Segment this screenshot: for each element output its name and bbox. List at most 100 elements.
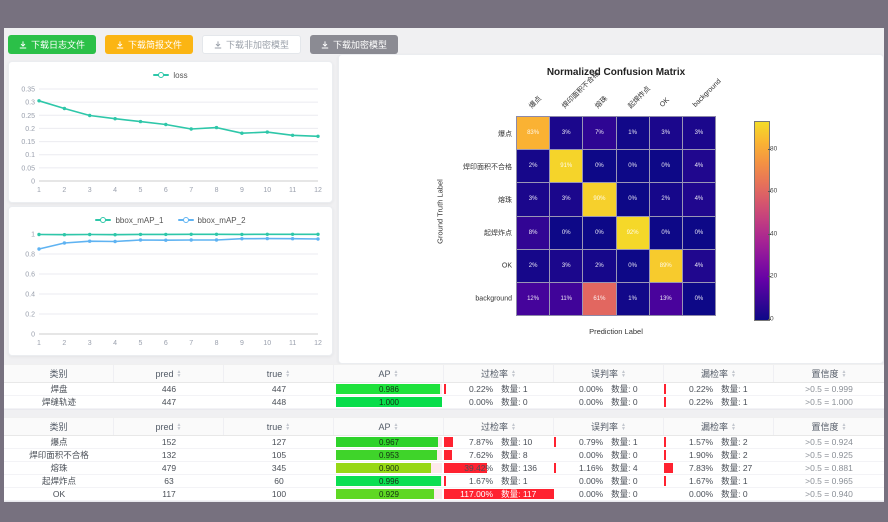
download-plain-model-button[interactable]: 下载非加密模型 <box>202 35 302 54</box>
svg-text:7: 7 <box>189 187 193 194</box>
column-header-误判率[interactable]: 误判率 ▲ ▼ <box>554 365 664 382</box>
svg-text:0.2: 0.2 <box>25 312 35 319</box>
matrix-cell: 2% <box>517 150 550 183</box>
button-label: 下载非加密模型 <box>226 40 290 50</box>
column-header-漏检率[interactable]: 漏检率 ▲ ▼ <box>664 418 774 435</box>
rate-bar <box>664 384 666 394</box>
sort-icon[interactable]: ▲ ▼ <box>841 368 847 379</box>
table-row: 焊缝轨迹 447 448 1.000 0.00% 数量: 0 0.00% 数量:… <box>4 396 884 409</box>
svg-text:0.4: 0.4 <box>25 292 35 299</box>
rate-percent: 0.22% <box>689 397 714 407</box>
confidence-cell: >0.5 = 0.924 <box>774 436 884 449</box>
sort-icon[interactable]: ▲ ▼ <box>176 368 182 379</box>
ap-cell: 1.000 <box>334 396 444 409</box>
rate-cell: 0.00% 数量: 0 <box>554 449 664 462</box>
legend-item-bbox_mAP_1[interactable]: bbox_mAP_1 <box>95 213 164 227</box>
true-cell: 447 <box>224 383 334 396</box>
rate-count: 数量: 0 <box>721 489 748 499</box>
matrix-row-label: 爆点 <box>498 130 512 138</box>
matrix-cell: 4% <box>682 249 715 282</box>
column-header-pred[interactable]: pred ▲ ▼ <box>114 418 224 435</box>
class-name-cell: 起焊炸点 <box>4 475 114 488</box>
sort-icon[interactable]: ▲ ▼ <box>176 421 182 432</box>
svg-text:1: 1 <box>31 232 35 239</box>
class-name-cell: 熔珠 <box>4 462 114 475</box>
rate-cell: 0.22% 数量: 1 <box>444 383 554 396</box>
ap-bar <box>336 384 441 394</box>
rate-count: 数量: 117 <box>501 489 537 499</box>
matrix-cell: 0% <box>583 216 616 249</box>
download-encrypted-model-button[interactable]: 下载加密模型 <box>310 35 399 54</box>
confidence-value: >0.5 = 0.965 <box>805 476 853 486</box>
column-header-AP[interactable]: AP ▲ ▼ <box>334 365 444 382</box>
legend-item-bbox_mAP_2[interactable]: bbox_mAP_2 <box>177 213 246 227</box>
ap-bar-track: 1.000 <box>336 397 442 407</box>
ap-bar <box>336 397 442 407</box>
rate-cell: 7.83% 数量: 27 <box>664 462 774 475</box>
column-header-AP[interactable]: AP ▲ ▼ <box>334 418 444 435</box>
column-header-label: pred <box>155 421 174 432</box>
column-header-误判率[interactable]: 误判率 ▲ ▼ <box>554 418 664 435</box>
column-header-label: 误判率 <box>591 422 619 432</box>
colorbar-tick-label: 80 <box>770 145 778 153</box>
rate-count: 数量: 1 <box>611 437 638 447</box>
sort-icon[interactable]: ▲ ▼ <box>731 368 736 379</box>
sort-icon[interactable]: ▲ ▼ <box>621 421 626 432</box>
rate-count: 数量: 0 <box>611 397 638 407</box>
sort-icon[interactable]: ▲ ▼ <box>731 421 736 432</box>
column-header-置信度[interactable]: 置信度 ▲ ▼ <box>774 418 884 435</box>
rate-cell: 0.22% 数量: 1 <box>664 396 774 409</box>
confidence-value: >0.5 = 0.881 <box>805 463 853 473</box>
sort-icon[interactable]: ▲ ▼ <box>511 421 516 432</box>
sort-icon[interactable]: ▲ ▼ <box>621 368 626 379</box>
pred-cell: 63 <box>114 475 224 488</box>
ap-bar-track: 0.996 <box>336 476 442 486</box>
table-row: 焊盘 446 447 0.986 0.22% 数量: 1 0.00% 数量: 0… <box>4 383 884 396</box>
column-header-true[interactable]: true ▲ ▼ <box>224 418 334 435</box>
matrix-cell: 0% <box>682 282 715 315</box>
sort-icon[interactable]: ▲ ▼ <box>393 368 399 379</box>
pred-cell: 152 <box>114 436 224 449</box>
rate-bar <box>664 450 667 460</box>
column-header-漏检率[interactable]: 漏检率 ▲ ▼ <box>664 365 774 382</box>
toolbar: 下载日志文件 下载简报文件 下载非加密模型 下载加密模型 <box>8 35 399 54</box>
column-header-pred[interactable]: pred ▲ ▼ <box>114 365 224 382</box>
legend-item-loss[interactable]: loss <box>153 68 188 82</box>
sort-icon[interactable]: ▲ ▼ <box>285 421 291 432</box>
svg-text:12: 12 <box>314 340 322 347</box>
matrix-cell: 92% <box>616 216 649 249</box>
column-header-true[interactable]: true ▲ ▼ <box>224 365 334 382</box>
loss-chart-card: loss 0 0.05 0.1 0.15 0.2 0.25 0.3 0.35 1 2 3 4 5 6 7 8 9… <box>8 61 333 203</box>
series-marker-icon <box>95 217 112 223</box>
rate-cell: 1.90% 数量: 2 <box>664 449 774 462</box>
rate-cell: 0.00% 数量: 0 <box>444 396 554 409</box>
download-report-button[interactable]: 下载简报文件 <box>105 35 194 54</box>
column-header-过检率[interactable]: 过检率 ▲ ▼ <box>444 418 554 435</box>
class-name-cell: OK <box>4 488 114 501</box>
table-row: 焊印面积不合格 132 105 0.953 7.62% 数量: 8 0.00% … <box>4 449 884 462</box>
matrix-cell: 0% <box>649 150 682 183</box>
pred-cell: 132 <box>114 449 224 462</box>
rate-count: 数量: 0 <box>611 489 638 499</box>
download-log-button[interactable]: 下载日志文件 <box>8 35 97 54</box>
true-cell: 127 <box>224 436 334 449</box>
svg-text:0: 0 <box>31 179 35 186</box>
column-header-置信度[interactable]: 置信度 ▲ ▼ <box>774 365 884 382</box>
button-label: 下载加密模型 <box>333 40 388 50</box>
sort-icon[interactable]: ▲ ▼ <box>285 368 291 379</box>
ap-value: 1.000 <box>378 397 400 407</box>
sort-icon[interactable]: ▲ ▼ <box>393 421 399 432</box>
column-header-label: 类别 <box>49 369 68 379</box>
colorbar-tick <box>768 148 771 150</box>
ap-cell: 0.986 <box>334 383 444 396</box>
column-header-过检率[interactable]: 过检率 ▲ ▼ <box>444 365 554 382</box>
ap-bar-track: 0.929 <box>336 489 442 499</box>
matrix-cell: 2% <box>649 183 682 216</box>
ap-value: 0.967 <box>378 437 400 447</box>
matrix-cell: 1% <box>616 282 649 315</box>
column-header-label: true <box>266 368 283 379</box>
sort-icon[interactable]: ▲ ▼ <box>511 368 516 379</box>
ap-cell: 0.953 <box>334 449 444 462</box>
sort-icon[interactable]: ▲ ▼ <box>841 421 847 432</box>
rate-percent: 1.16% <box>579 463 604 473</box>
